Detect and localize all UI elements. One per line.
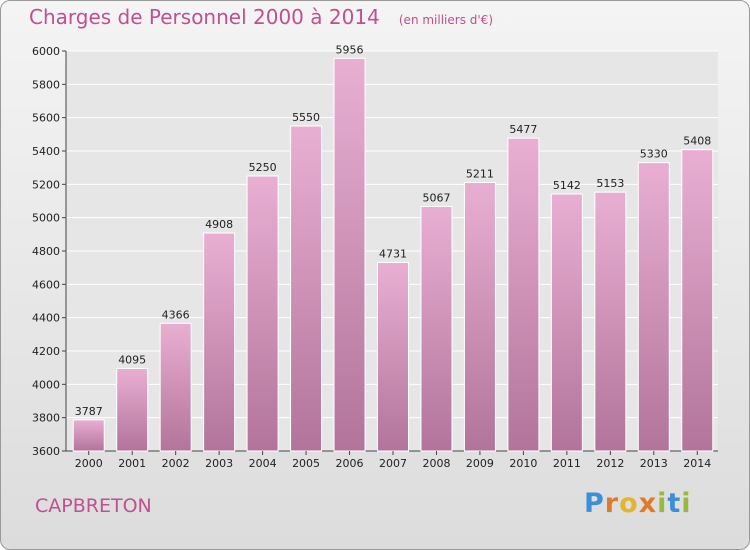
logo-letter: P (584, 488, 605, 519)
logo-letter: t (667, 488, 682, 519)
y-tick-label: 3800 (32, 412, 60, 425)
bar (246, 175, 279, 452)
data-label: 5550 (292, 111, 320, 124)
bar (72, 419, 105, 452)
x-tick-label: 2008 (422, 457, 450, 470)
bar (637, 162, 670, 452)
data-label: 5477 (509, 123, 537, 136)
x-tick-label: 2000 (75, 457, 103, 470)
data-label: 5330 (640, 148, 668, 161)
chart-subtitle: (en milliers d'€) (398, 13, 493, 27)
bar (463, 182, 496, 452)
bar (159, 322, 192, 452)
bar (681, 149, 714, 452)
bar (594, 191, 627, 452)
x-tick-label: 2012 (596, 457, 624, 470)
bar (377, 262, 409, 452)
logo-letter: i (657, 488, 668, 519)
x-tick-label: 2003 (205, 457, 233, 470)
y-tick-label: 5600 (32, 112, 60, 125)
y-tick-label: 4200 (32, 345, 60, 358)
data-label: 3787 (75, 405, 103, 418)
x-tick-label: 2001 (118, 457, 146, 470)
data-label: 5250 (249, 161, 277, 174)
y-tick-label: 4000 (32, 378, 60, 391)
data-label: 5956 (336, 43, 364, 56)
logo-letter: i (681, 488, 692, 519)
logo-letter: x (638, 488, 658, 519)
x-tick-label: 2010 (509, 457, 537, 470)
chart-title: Charges de Personnel 2000 à 2014 (29, 5, 380, 29)
x-tick-label: 2014 (683, 457, 711, 470)
bar (203, 232, 236, 452)
bar (550, 193, 583, 452)
data-label: 5211 (466, 168, 494, 181)
logo-letter: r (604, 488, 620, 519)
bar (290, 125, 323, 452)
bar (420, 206, 453, 452)
data-label: 4908 (205, 218, 233, 231)
x-tick-label: 2009 (466, 457, 494, 470)
y-tick-label: 4600 (32, 278, 60, 291)
x-tick-label: 2004 (249, 457, 277, 470)
y-tick-label: 5200 (32, 178, 60, 191)
bar (333, 57, 366, 452)
proxiti-logo: Proxiti (584, 488, 692, 519)
x-tick-label: 2011 (553, 457, 581, 470)
y-tick-label: 5000 (32, 212, 60, 225)
y-tick-label: 4400 (32, 312, 60, 325)
data-label: 5142 (553, 179, 581, 192)
chart-header: Charges de Personnel 2000 à 2014 (en mil… (29, 5, 493, 29)
y-tick-label: 5800 (32, 78, 60, 91)
x-tick-label: 2006 (336, 457, 364, 470)
city-name: CAPBRETON (35, 495, 152, 517)
data-label: 5067 (422, 192, 450, 205)
x-tick-label: 2005 (292, 457, 320, 470)
data-label: 5408 (683, 135, 711, 148)
y-tick-label: 5400 (32, 145, 60, 158)
data-label: 4731 (379, 248, 407, 261)
data-label: 5153 (596, 177, 624, 190)
data-label: 4366 (162, 308, 190, 321)
x-tick-label: 2007 (379, 457, 407, 470)
y-tick-label: 3600 (32, 445, 60, 458)
y-tick-label: 4800 (32, 245, 60, 258)
bar (507, 137, 540, 452)
x-tick-label: 2013 (640, 457, 668, 470)
y-tick-label: 6000 (32, 45, 60, 58)
bar (116, 368, 149, 452)
logo-letter: o (619, 488, 639, 519)
data-label: 4095 (118, 354, 146, 367)
x-tick-label: 2002 (162, 457, 190, 470)
